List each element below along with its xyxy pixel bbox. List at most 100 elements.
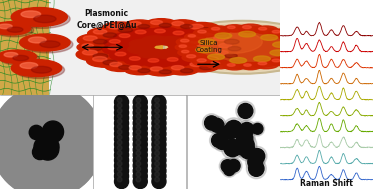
Circle shape (199, 27, 235, 40)
Circle shape (133, 111, 147, 125)
Circle shape (142, 57, 173, 67)
Text: Plasmonic
Core@PEI@Au: Plasmonic Core@PEI@Au (76, 9, 137, 30)
Circle shape (186, 55, 196, 58)
Circle shape (234, 128, 255, 149)
Circle shape (152, 169, 166, 183)
Circle shape (136, 114, 141, 118)
Circle shape (254, 56, 270, 62)
Circle shape (204, 29, 219, 34)
Circle shape (35, 138, 52, 156)
Circle shape (188, 46, 219, 57)
Circle shape (37, 138, 59, 160)
Circle shape (0, 92, 96, 189)
Circle shape (213, 134, 231, 151)
Circle shape (42, 121, 63, 143)
Circle shape (168, 41, 195, 50)
Circle shape (240, 143, 256, 159)
Circle shape (136, 135, 141, 139)
Circle shape (117, 119, 122, 124)
Circle shape (133, 116, 147, 130)
Circle shape (195, 42, 205, 45)
Circle shape (124, 55, 155, 65)
Circle shape (225, 120, 242, 138)
Circle shape (206, 57, 219, 61)
Circle shape (33, 128, 61, 156)
Circle shape (14, 9, 70, 28)
Circle shape (215, 60, 228, 64)
Circle shape (117, 167, 122, 171)
Circle shape (103, 33, 117, 37)
Circle shape (155, 156, 159, 161)
Circle shape (152, 174, 166, 188)
Circle shape (238, 103, 253, 119)
Circle shape (12, 106, 82, 177)
Circle shape (200, 65, 213, 70)
Circle shape (31, 66, 51, 73)
Circle shape (190, 24, 203, 29)
Circle shape (34, 137, 54, 157)
Circle shape (279, 54, 301, 61)
Circle shape (155, 161, 159, 166)
Circle shape (148, 59, 159, 62)
Circle shape (207, 26, 231, 34)
Circle shape (258, 62, 267, 65)
Circle shape (270, 50, 287, 56)
Circle shape (129, 66, 141, 70)
Circle shape (152, 95, 166, 109)
Circle shape (254, 60, 278, 69)
Circle shape (226, 157, 242, 174)
Circle shape (93, 39, 107, 44)
Circle shape (219, 43, 232, 48)
Circle shape (133, 100, 147, 115)
Circle shape (167, 20, 198, 30)
Circle shape (152, 127, 166, 141)
Circle shape (268, 58, 291, 66)
Circle shape (90, 46, 102, 50)
Circle shape (254, 26, 278, 34)
Circle shape (0, 24, 34, 37)
Circle shape (149, 27, 180, 38)
Circle shape (136, 167, 141, 171)
Circle shape (0, 85, 103, 189)
Circle shape (136, 98, 141, 102)
Circle shape (93, 29, 107, 34)
Circle shape (223, 62, 246, 70)
Circle shape (83, 36, 97, 41)
Circle shape (168, 29, 198, 40)
Circle shape (0, 24, 12, 29)
Circle shape (117, 135, 122, 139)
Circle shape (136, 108, 141, 113)
Circle shape (159, 23, 171, 27)
Circle shape (133, 148, 147, 162)
Circle shape (115, 132, 129, 146)
Circle shape (114, 32, 145, 42)
Circle shape (172, 22, 184, 26)
Circle shape (103, 44, 134, 55)
Circle shape (115, 148, 129, 162)
Circle shape (228, 26, 235, 29)
Circle shape (279, 33, 301, 41)
Circle shape (115, 164, 129, 178)
Circle shape (155, 114, 159, 118)
Circle shape (115, 137, 129, 152)
Circle shape (136, 130, 141, 134)
Text: Raman Shift: Raman Shift (300, 179, 353, 188)
Circle shape (26, 121, 68, 163)
Circle shape (152, 148, 166, 162)
Circle shape (117, 151, 122, 155)
Circle shape (187, 36, 198, 39)
Circle shape (93, 57, 107, 61)
Circle shape (133, 95, 147, 109)
Circle shape (236, 101, 255, 121)
Circle shape (178, 52, 209, 63)
Circle shape (210, 49, 243, 60)
Circle shape (179, 45, 186, 47)
Circle shape (154, 50, 181, 59)
Circle shape (142, 36, 169, 45)
Circle shape (109, 40, 120, 43)
Circle shape (189, 40, 220, 50)
Circle shape (155, 151, 159, 155)
Circle shape (129, 40, 156, 49)
Circle shape (155, 98, 159, 102)
Circle shape (145, 19, 177, 29)
